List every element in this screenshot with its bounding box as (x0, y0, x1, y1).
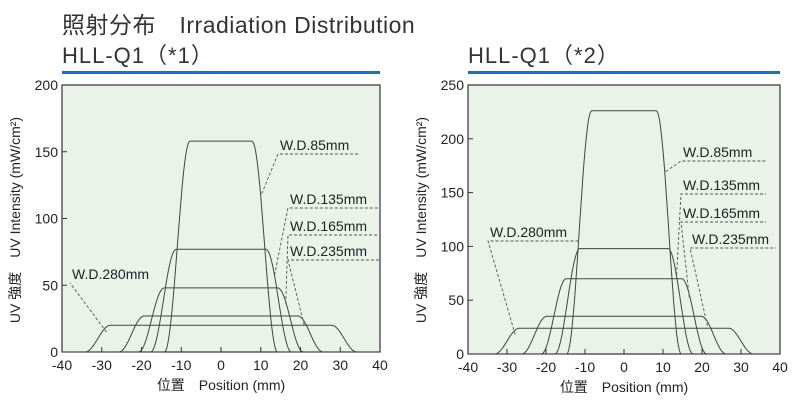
x-tick-label: 40 (372, 357, 388, 373)
x-tick-label: 0 (620, 359, 628, 375)
y-tick-label: 250 (441, 77, 465, 93)
x-tick-label: -40 (458, 359, 478, 375)
series-label: W.D.165mm (290, 218, 367, 234)
x-tick-label: 10 (253, 357, 269, 373)
series-leader-line (487, 240, 578, 335)
x-tick-label: -30 (497, 359, 517, 375)
chart-1-title-rule (62, 71, 380, 74)
chart-2-title-rule (468, 71, 780, 74)
x-tick-label: 20 (694, 359, 710, 375)
x-tick-label: -20 (536, 359, 556, 375)
series-label: W.D.135mm (290, 191, 367, 207)
series-label: W.D.235mm (290, 243, 367, 259)
series-label: W.D.165mm (683, 205, 760, 221)
y-tick-label: 200 (35, 77, 59, 93)
y-tick-label: 150 (441, 185, 465, 201)
series-leader-line (261, 153, 360, 194)
y-tick-label: 100 (441, 238, 465, 254)
x-tick-label: -30 (92, 357, 112, 373)
x-tick-label: 40 (772, 359, 788, 375)
chart-1-title: HLL-Q1（*1） (62, 43, 214, 68)
plot-area (467, 84, 781, 355)
y-axis-label: UV 強度 UV Intensity (mW/cm²) (7, 117, 23, 323)
series-leader-line (287, 259, 379, 326)
x-axis-label: 位置 Position (mm) (157, 377, 285, 393)
series-line-w-d-235mm (468, 315, 780, 355)
series-label: W.D.135mm (683, 177, 760, 193)
y-axis-label: UV 強度 UV Intensity (mW/cm²) (413, 117, 429, 323)
x-tick-label: -10 (171, 357, 191, 373)
series-label: W.D.280mm (72, 266, 149, 282)
x-tick-label: -20 (131, 357, 151, 373)
y-tick-label: 150 (35, 144, 59, 160)
y-tick-label: 200 (441, 131, 465, 147)
series-label: W.D.85mm (683, 144, 752, 160)
series-leader-line (69, 282, 107, 333)
x-tick-label: 30 (733, 359, 749, 375)
series-label: W.D.280mm (490, 224, 567, 240)
x-tick-label: -40 (52, 357, 72, 373)
series-leader-line (274, 207, 379, 275)
x-tick-label: -10 (575, 359, 595, 375)
x-tick-label: 20 (293, 357, 309, 373)
y-tick-label: 100 (35, 211, 59, 227)
chart-1: -40 -30 -20 -10 0 10 20 30 40 0 50 100 150 200 位置 Posi… (7, 77, 388, 393)
series-line-w-d-280mm (468, 327, 780, 355)
x-axis-label: 位置 Position (mm) (560, 379, 688, 395)
series-leader-line (676, 193, 766, 275)
series-leader-line (665, 160, 766, 172)
series-line-w-d-280mm (62, 324, 380, 353)
series-leader-line (689, 247, 776, 326)
y-tick-label: 50 (448, 292, 464, 308)
series-leader-line (680, 221, 766, 298)
chart-2-title: HLL-Q1（*2） (468, 43, 620, 68)
series-label: W.D.235mm (692, 231, 769, 247)
series-line-w-d-235mm (62, 315, 380, 353)
x-tick-label: 10 (655, 359, 671, 375)
x-tick-label: 0 (217, 357, 225, 373)
series-label: W.D.85mm (280, 137, 349, 153)
series-leader-line (285, 234, 379, 304)
page-title: 照射分布 Irradiation Distribution (62, 12, 416, 38)
chart-2: -40 -30 -20 -10 0 10 20 30 40 0 50 100 150 200 250 位置 P… (413, 77, 788, 395)
y-tick-label: 0 (50, 344, 58, 360)
y-tick-label: 50 (42, 277, 58, 293)
x-tick-label: 30 (332, 357, 348, 373)
y-tick-label: 0 (456, 346, 464, 362)
